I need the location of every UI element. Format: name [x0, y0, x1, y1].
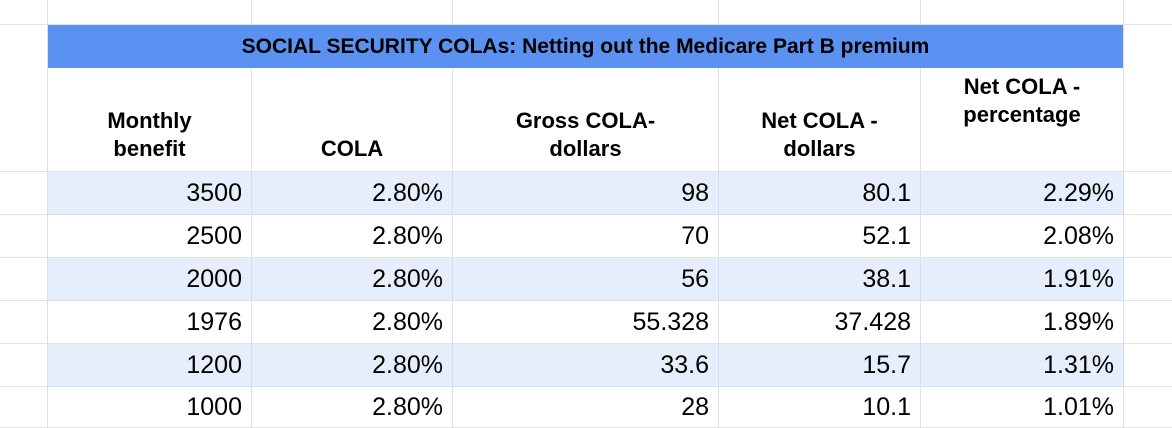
cell-net-cola-dollars[interactable]: 38.1 [719, 258, 921, 301]
empty-cell [252, 0, 453, 25]
empty-cell [0, 0, 48, 25]
empty-cell [0, 68, 48, 172]
table-row: 1200 2.80% 33.6 15.7 1.31% [0, 344, 1172, 387]
empty-cell [1124, 344, 1172, 387]
cell-cola[interactable]: 2.80% [252, 172, 453, 215]
empty-cell [719, 0, 921, 25]
cell-monthly-benefit[interactable]: 2000 [48, 258, 252, 301]
empty-cell [0, 301, 48, 344]
empty-cell [0, 387, 48, 428]
empty-cell [1124, 25, 1172, 68]
empty-cell [0, 344, 48, 387]
empty-cell [1124, 68, 1172, 172]
title-row: SOCIAL SECURITY COLAs: Netting out the M… [0, 25, 1172, 68]
empty-cell [1124, 215, 1172, 258]
empty-cell [1124, 258, 1172, 301]
empty-grid-row [0, 0, 1172, 25]
cell-gross-cola-dollars[interactable]: 70 [453, 215, 719, 258]
empty-cell [1124, 387, 1172, 428]
cell-monthly-benefit[interactable]: 3500 [48, 172, 252, 215]
cell-net-cola-dollars[interactable]: 15.7 [719, 344, 921, 387]
empty-cell [1124, 172, 1172, 215]
sheet-title[interactable]: SOCIAL SECURITY COLAs: Netting out the M… [48, 25, 1124, 68]
cell-cola[interactable]: 2.80% [252, 258, 453, 301]
table-row: 2500 2.80% 70 52.1 2.08% [0, 215, 1172, 258]
cell-monthly-benefit[interactable]: 1976 [48, 301, 252, 344]
cell-net-cola-percentage[interactable]: 1.01% [921, 387, 1124, 428]
empty-cell [48, 0, 252, 25]
cell-gross-cola-dollars[interactable]: 98 [453, 172, 719, 215]
cell-gross-cola-dollars[interactable]: 28 [453, 387, 719, 428]
cell-cola[interactable]: 2.80% [252, 344, 453, 387]
empty-cell [0, 25, 48, 68]
empty-cell [0, 172, 48, 215]
empty-cell [0, 215, 48, 258]
cell-gross-cola-dollars[interactable]: 56 [453, 258, 719, 301]
cell-net-cola-dollars[interactable]: 80.1 [719, 172, 921, 215]
cell-gross-cola-dollars[interactable]: 55.328 [453, 301, 719, 344]
cell-net-cola-percentage[interactable]: 1.91% [921, 258, 1124, 301]
cell-cola[interactable]: 2.80% [252, 301, 453, 344]
table-row: 3500 2.80% 98 80.1 2.29% [0, 172, 1172, 215]
table-row: 1976 2.80% 55.328 37.428 1.89% [0, 301, 1172, 344]
column-header-row: Monthly benefit COLA Gross COLA- dollars… [0, 68, 1172, 172]
column-header-net-cola-percentage[interactable]: Net COLA - percentage [921, 68, 1124, 172]
column-header-monthly-benefit[interactable]: Monthly benefit [48, 68, 252, 172]
cell-monthly-benefit[interactable]: 2500 [48, 215, 252, 258]
cell-net-cola-dollars[interactable]: 10.1 [719, 387, 921, 428]
cell-cola[interactable]: 2.80% [252, 215, 453, 258]
empty-cell [1124, 301, 1172, 344]
empty-cell [1124, 0, 1172, 25]
table-row: 1000 2.80% 28 10.1 1.01% [0, 387, 1172, 428]
empty-cell [0, 258, 48, 301]
cell-monthly-benefit[interactable]: 1000 [48, 387, 252, 428]
cell-net-cola-percentage[interactable]: 1.89% [921, 301, 1124, 344]
table-row: 2000 2.80% 56 38.1 1.91% [0, 258, 1172, 301]
cell-net-cola-dollars[interactable]: 52.1 [719, 215, 921, 258]
cell-net-cola-dollars[interactable]: 37.428 [719, 301, 921, 344]
column-header-cola[interactable]: COLA [252, 68, 453, 172]
column-header-net-cola-dollars[interactable]: Net COLA - dollars [719, 68, 921, 172]
cell-gross-cola-dollars[interactable]: 33.6 [453, 344, 719, 387]
cell-cola[interactable]: 2.80% [252, 387, 453, 428]
empty-cell [921, 0, 1124, 25]
column-header-gross-cola-dollars[interactable]: Gross COLA- dollars [453, 68, 719, 172]
cell-net-cola-percentage[interactable]: 2.08% [921, 215, 1124, 258]
cell-net-cola-percentage[interactable]: 2.29% [921, 172, 1124, 215]
cell-net-cola-percentage[interactable]: 1.31% [921, 344, 1124, 387]
empty-cell [453, 0, 719, 25]
cell-monthly-benefit[interactable]: 1200 [48, 344, 252, 387]
